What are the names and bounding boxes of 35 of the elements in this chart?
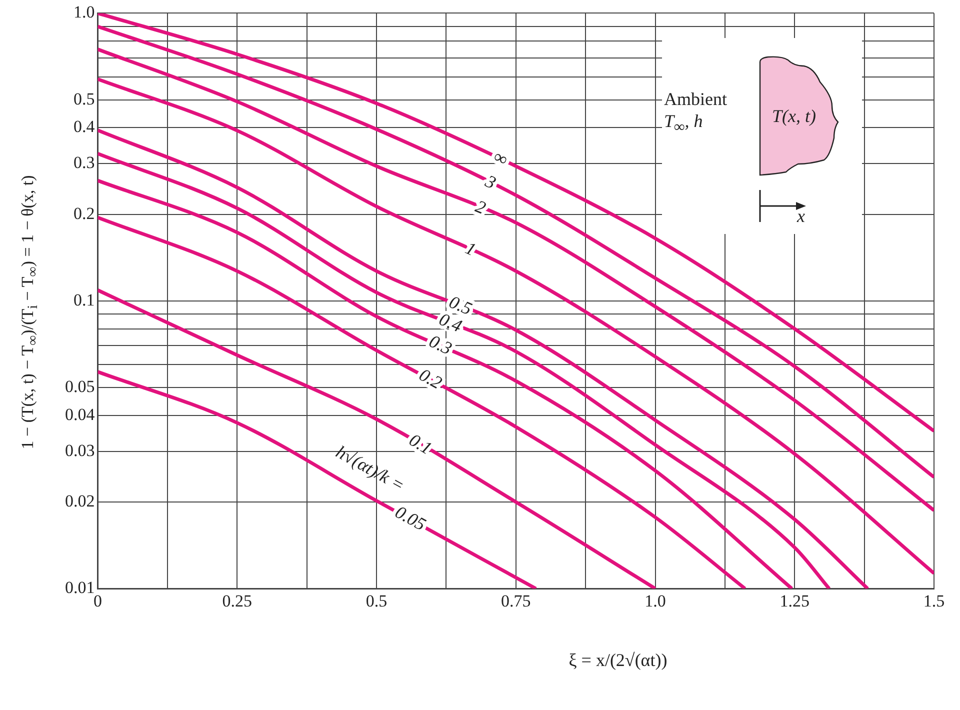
y-tick-label: 0.2: [74, 204, 95, 223]
line-series: [98, 288, 657, 589]
y-tick-label: 0.04: [65, 404, 96, 424]
x-tick-label: 0: [94, 591, 102, 610]
y-tick-label: 0.01: [65, 578, 95, 598]
text: 3: [482, 170, 500, 193]
text: 0.05: [392, 502, 430, 534]
x-tick-label: 0.75: [501, 591, 531, 610]
annotation: x: [797, 206, 805, 227]
line-series: [98, 216, 747, 589]
x-tick-label: 1.25: [780, 591, 810, 610]
text: 0.2: [416, 364, 446, 393]
text: 0.1: [406, 430, 436, 458]
x-tick-label: 0.25: [222, 591, 252, 610]
annotation: T(x, t): [772, 106, 816, 127]
x-axis-title: ξ = x/(2√(αt)): [568, 650, 668, 671]
text: 2: [472, 196, 489, 218]
x-tick-label: 1.5: [923, 591, 945, 610]
y-tick-label: 0.02: [65, 491, 95, 510]
y-tick-label: 0.1: [74, 290, 95, 310]
y-tick-label: 0.5: [74, 89, 95, 108]
y-tick-label: 0.05: [65, 376, 95, 396]
text: ∞: [490, 146, 511, 170]
x-tick-label: 1.0: [644, 591, 666, 610]
line-series: [98, 370, 538, 589]
annotation: T$_{∞}$, h: [664, 110, 704, 138]
text: 1: [462, 238, 479, 260]
y-tick-label: 0.3: [74, 153, 95, 172]
text: 0.3: [426, 330, 455, 359]
y-tick-label: 1.0: [74, 2, 95, 22]
annotation: Ambient: [664, 88, 727, 110]
x-tick-label: 0.5: [366, 591, 388, 610]
y-tick-label: 0.03: [65, 440, 95, 460]
y-tick-label: 0.4: [74, 117, 96, 136]
line-series: [98, 77, 934, 576]
